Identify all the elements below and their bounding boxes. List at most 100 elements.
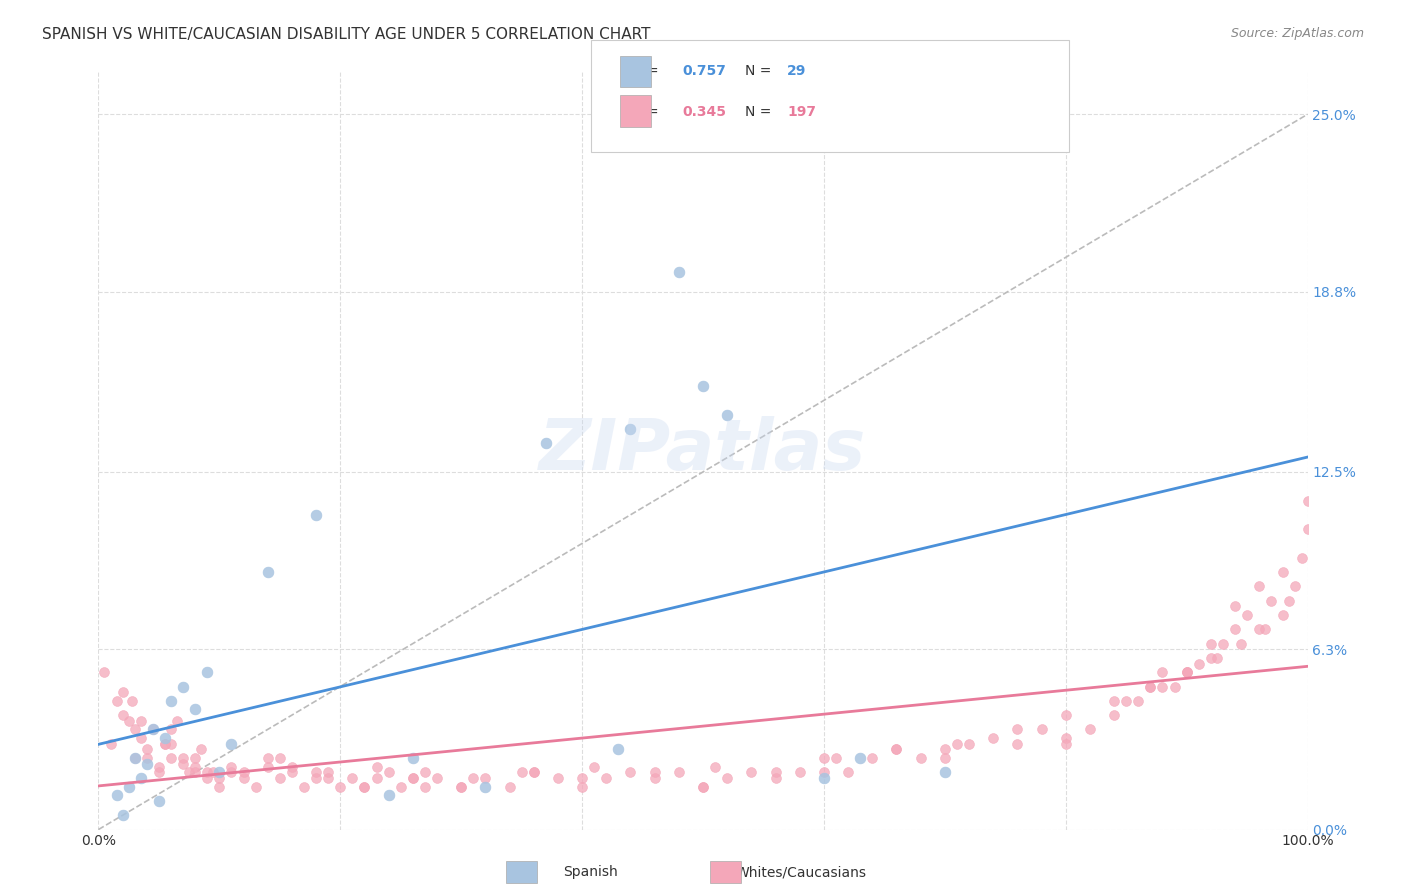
Point: [668, 265, 690, 279]
Point: [202, 765, 225, 780]
Point: [366, 759, 388, 773]
Point: [105, 694, 128, 708]
Point: [160, 751, 183, 765]
Point: [547, 771, 569, 785]
Point: [886, 742, 908, 756]
Point: [413, 765, 436, 780]
Point: [402, 771, 425, 785]
Point: [1199, 651, 1222, 665]
Point: [281, 765, 304, 780]
Point: [124, 751, 146, 765]
Point: [413, 780, 436, 794]
Point: [148, 765, 170, 780]
Point: [450, 780, 472, 794]
Text: N =: N =: [745, 64, 776, 78]
Text: Whites/Caucasians: Whites/Caucasians: [735, 865, 868, 880]
Point: [153, 737, 176, 751]
Point: [704, 759, 727, 773]
Point: [402, 751, 425, 765]
Point: [523, 765, 546, 780]
Point: [105, 789, 128, 803]
Point: [129, 731, 152, 745]
Point: [716, 408, 738, 422]
Point: [221, 765, 243, 780]
Point: [195, 771, 218, 785]
Point: [353, 780, 375, 794]
Point: [1054, 708, 1077, 723]
Point: [1175, 665, 1198, 680]
Point: [129, 714, 152, 728]
Text: SPANISH VS WHITE/CAUCASIAN DISABILITY AGE UNDER 5 CORRELATION CHART: SPANISH VS WHITE/CAUCASIAN DISABILITY AG…: [42, 27, 651, 42]
Point: [221, 759, 243, 773]
Point: [571, 771, 593, 785]
Text: 0.757: 0.757: [682, 64, 725, 78]
Point: [118, 714, 141, 728]
Point: [644, 771, 666, 785]
Point: [121, 694, 143, 708]
Point: [1175, 665, 1198, 680]
Point: [111, 808, 134, 822]
Point: [534, 436, 557, 450]
Point: [316, 765, 339, 780]
Point: [1139, 680, 1161, 694]
Point: [1102, 694, 1125, 708]
Point: [716, 771, 738, 785]
Point: [619, 422, 641, 436]
Point: [957, 737, 980, 751]
Point: [305, 765, 328, 780]
Point: [474, 780, 496, 794]
Point: [184, 765, 207, 780]
Point: [124, 723, 146, 737]
Point: [463, 771, 485, 785]
Point: [765, 765, 787, 780]
Point: [1212, 637, 1234, 651]
Point: [142, 723, 165, 737]
Point: [1199, 637, 1222, 651]
Point: [1223, 599, 1246, 614]
Point: [1163, 680, 1185, 694]
Point: [111, 685, 134, 699]
Point: [1296, 493, 1319, 508]
Point: [426, 771, 449, 785]
Point: [644, 765, 666, 780]
Point: [153, 731, 176, 745]
Point: [160, 737, 183, 751]
Point: [166, 714, 188, 728]
Point: [100, 737, 122, 751]
Point: [1115, 694, 1137, 708]
Point: [153, 737, 176, 751]
Point: [148, 759, 170, 773]
Point: [1249, 622, 1271, 636]
Point: [571, 780, 593, 794]
Point: [389, 780, 412, 794]
Point: [1291, 550, 1313, 565]
Text: Source: ZipAtlas.com: Source: ZipAtlas.com: [1230, 27, 1364, 40]
Point: [190, 742, 212, 756]
Point: [118, 780, 141, 794]
Point: [1260, 593, 1282, 607]
Point: [1249, 579, 1271, 593]
Point: [523, 765, 546, 780]
Text: R =: R =: [633, 64, 662, 78]
Point: [1254, 622, 1277, 636]
Point: [860, 751, 883, 765]
Point: [292, 780, 315, 794]
Point: [692, 780, 714, 794]
Text: 197: 197: [787, 104, 817, 119]
Point: [619, 765, 641, 780]
Point: [498, 780, 520, 794]
Point: [1236, 607, 1258, 622]
Point: [160, 723, 183, 737]
Point: [946, 737, 969, 751]
Point: [934, 765, 956, 780]
Point: [1188, 657, 1211, 671]
Point: [269, 771, 291, 785]
Point: [1152, 680, 1174, 694]
Point: [377, 789, 399, 803]
Point: [377, 765, 399, 780]
Point: [981, 731, 1004, 745]
Text: N =: N =: [745, 104, 776, 119]
Point: [124, 751, 146, 765]
Point: [1128, 694, 1150, 708]
Point: [1296, 522, 1319, 536]
